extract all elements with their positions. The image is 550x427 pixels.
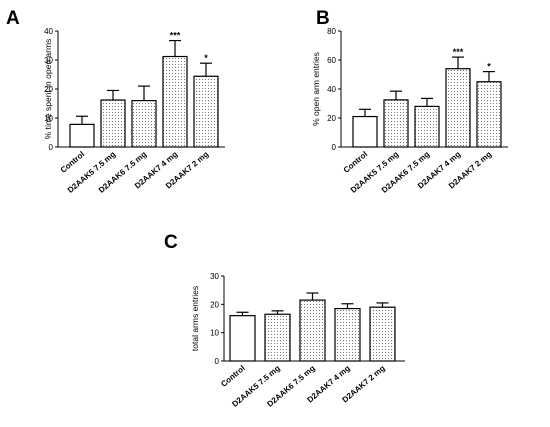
y-tick-label-b: 40 (327, 85, 336, 94)
y-tick-label-a: 30 (44, 56, 53, 65)
bar-a-2 (100, 99, 126, 148)
y-tick-label-b: 60 (327, 56, 336, 65)
bar-a-1 (69, 123, 95, 148)
y-tick-label-b: 20 (327, 114, 336, 123)
bar-c-1 (229, 315, 256, 362)
y-tick-label-a: 0 (49, 143, 54, 152)
bar-a-3 (131, 99, 157, 148)
category-label-a: Control (59, 150, 87, 175)
y-tick-label-c: 10 (210, 329, 219, 338)
panel-letter-c: C (164, 232, 178, 253)
bar-b-5 (476, 81, 502, 148)
bar-b-1 (352, 115, 378, 148)
bar-a-4 (162, 55, 188, 148)
significance-label-a: * (204, 53, 208, 63)
category-label-b: Control (342, 150, 370, 175)
significance-label-b: * (487, 62, 491, 72)
y-axis-title-c: total arms entries (190, 286, 200, 351)
y-axis-title-a: % time spent in open arms (43, 39, 53, 140)
y-tick-label-c: 30 (210, 272, 219, 281)
bar-a-5 (193, 75, 219, 148)
bar-b-3 (414, 105, 440, 148)
y-tick-label-a: 40 (44, 27, 53, 36)
y-axis-title-b: % open arm entries (311, 52, 321, 126)
bar-c-5 (369, 306, 396, 362)
bar-b-2 (383, 99, 409, 148)
panel-letter-a: A (6, 8, 20, 29)
y-tick-label-c: 0 (215, 357, 220, 366)
bar-b-4 (445, 68, 471, 148)
y-tick-label-a: 20 (44, 85, 53, 94)
y-tick-label-b: 80 (327, 27, 336, 36)
category-label-c: Control (219, 364, 247, 389)
y-tick-label-c: 20 (210, 300, 219, 309)
significance-label-b: *** (453, 47, 464, 57)
bar-c-4 (334, 307, 361, 362)
panel-letter-b: B (316, 8, 330, 29)
y-tick-label-b: 0 (332, 143, 337, 152)
y-tick-label-a: 10 (44, 114, 53, 123)
significance-label-a: *** (170, 31, 181, 41)
bar-c-3 (299, 299, 326, 362)
bar-c-2 (264, 313, 291, 362)
chart-panel-a: A 0 10 20 30 40 % time spent in open arms Contr… (6, 8, 225, 195)
